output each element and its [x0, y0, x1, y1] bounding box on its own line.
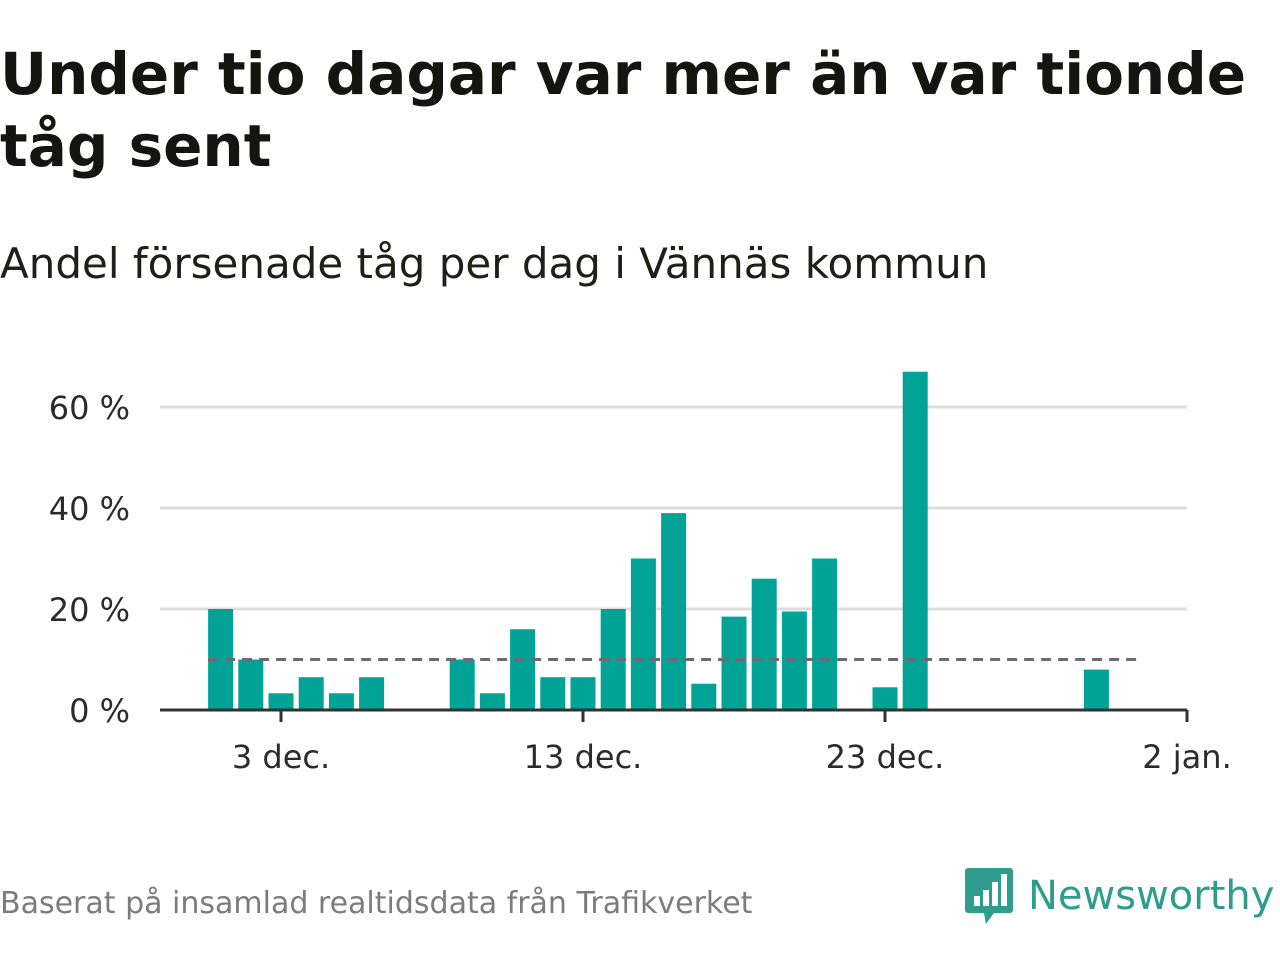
- bar: [328, 693, 354, 710]
- bar: [721, 616, 747, 710]
- bar: [268, 693, 294, 710]
- bar: [510, 629, 536, 710]
- y-tick-label: 0 %: [69, 692, 130, 730]
- bar: [812, 558, 838, 710]
- y-tick-label: 60 %: [49, 389, 130, 427]
- y-tick-label: 20 %: [49, 591, 130, 629]
- bar: [449, 659, 475, 710]
- x-tick-label: 13 dec.: [524, 738, 643, 776]
- source-note: Baserat på insamlad realtidsdata från Tr…: [0, 886, 753, 921]
- x-tick-label: 2 jan.: [1142, 738, 1231, 776]
- bar: [570, 677, 596, 710]
- bar: [751, 578, 777, 710]
- bar: [479, 693, 505, 710]
- chart-subtitle: Andel försenade tåg per dag i Vännäs kom…: [0, 239, 989, 288]
- bar: [661, 513, 687, 710]
- bar: [540, 677, 566, 710]
- y-tick-label: 40 %: [49, 490, 130, 528]
- y-axis-labels: 0 % 20 % 40 % 60 %: [49, 389, 130, 730]
- x-tick-label: 3 dec.: [232, 738, 330, 776]
- newsworthy-logo: Newsworthy: [964, 866, 1274, 926]
- bar-chart: 0 % 20 % 40 % 60 % 3 dec. 13 dec. 23 dec. 2 ja…: [49, 371, 1232, 776]
- x-tick-label: 23 dec.: [826, 738, 945, 776]
- chart-title: Under tio dagar var mer än var tionde tå…: [0, 40, 1247, 180]
- bar: [691, 683, 717, 710]
- speech-bubble-bar-chart-icon: [965, 868, 1013, 924]
- bar: [1083, 669, 1109, 710]
- bars: [208, 371, 1109, 710]
- bar: [359, 677, 385, 710]
- bar: [238, 659, 264, 710]
- bar: [872, 687, 898, 710]
- bar: [902, 371, 928, 710]
- bar: [630, 558, 656, 710]
- x-axis: [160, 708, 1189, 722]
- brand-name: Newsworthy: [1028, 873, 1275, 919]
- x-axis-labels: 3 dec. 13 dec. 23 dec. 2 jan.: [232, 738, 1232, 776]
- bar: [298, 677, 324, 710]
